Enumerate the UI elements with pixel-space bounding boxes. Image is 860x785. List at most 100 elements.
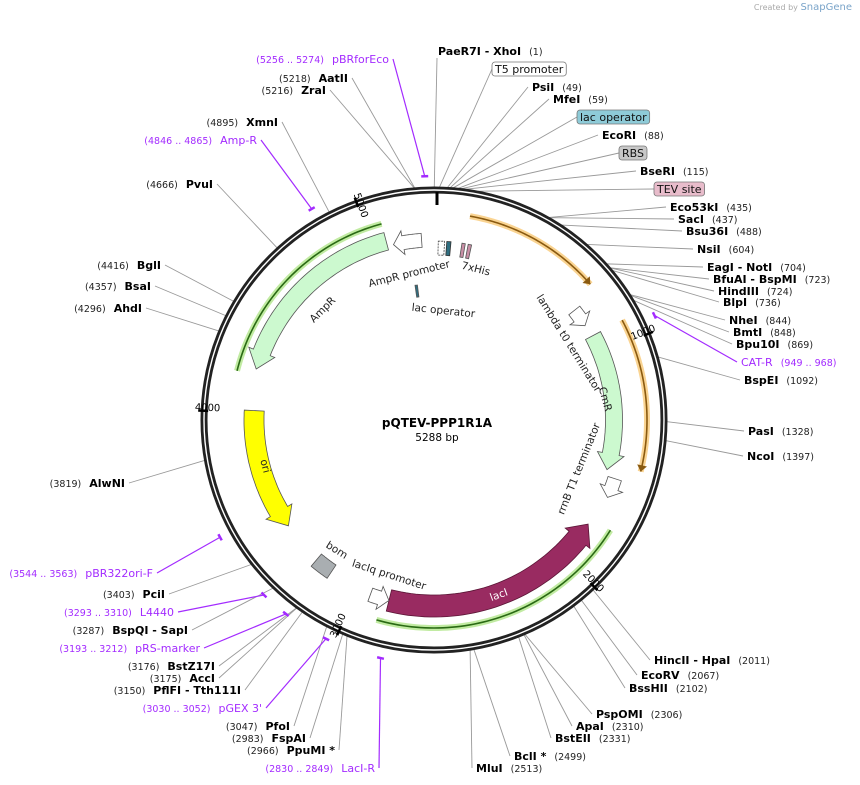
leader-line <box>450 98 550 188</box>
enzyme-site-bseri[interactable]: BseRI (115) <box>640 165 709 178</box>
enzyme-site-xmni[interactable]: (4895) XmnI <box>207 116 278 129</box>
enzyme-site-nhei[interactable]: NheI (844) <box>729 314 791 327</box>
his-tag-block[interactable] <box>459 242 466 258</box>
enzyme-site-apai[interactable]: ApaI (2310) <box>576 720 644 733</box>
leader-line <box>461 152 620 190</box>
enzyme-site-pspomi[interactable]: PspOMI (2306) <box>596 708 682 721</box>
site-name: LacI-R <box>341 762 375 775</box>
feature-label-7xhis: 7xHis <box>460 260 491 279</box>
enzyme-site-ppumi[interactable]: (2966) PpuMI * <box>247 744 335 757</box>
enzyme-site-alwni[interactable]: (3819) AlwNI <box>50 477 125 490</box>
enzyme-site-pasi[interactable]: PasI (1328) <box>748 425 813 438</box>
site-position: (2830 .. 2849) <box>265 764 333 775</box>
enzyme-site-eco53ki[interactable]: Eco53kI (435) <box>670 201 752 214</box>
enzyme-site-ncoi[interactable]: NcoI (1397) <box>747 450 814 463</box>
site-position: (723) <box>805 275 831 286</box>
enzyme-site-zrai[interactable]: (5216) ZraI <box>261 84 326 97</box>
leader-line <box>630 295 730 333</box>
feature-lac-operator[interactable] <box>414 284 420 298</box>
enzyme-site-psii[interactable]: PsiI (49) <box>532 81 582 94</box>
enzyme-site-hindiii[interactable]: HindIII (724) <box>718 285 793 298</box>
feature-tag-tev-site[interactable]: TEV site <box>653 181 705 197</box>
primer-label-pgex-3[interactable]: (3030 .. 3052) pGEX 3' <box>143 702 262 715</box>
enzyme-site-bspei[interactable]: BspEI (1092) <box>744 374 818 387</box>
site-name: pBR322ori-F <box>85 567 153 580</box>
enzyme-site-bstz17i[interactable]: (3176) BstZ17I <box>128 660 215 673</box>
feature-ampr-promoter[interactable] <box>392 229 423 256</box>
primer-label-amp-r[interactable]: (4846 .. 4865) Amp-R <box>144 134 257 147</box>
leader-line <box>612 270 720 303</box>
feature-tag-box <box>653 181 705 197</box>
enzyme-site-mfei[interactable]: MfeI (59) <box>553 93 608 106</box>
leader-line <box>281 121 330 213</box>
enzyme-site-nsii[interactable]: NsiI (604) <box>697 243 754 256</box>
feature-cmr[interactable] <box>584 331 625 471</box>
tick-mark <box>643 330 654 337</box>
enzyme-site-saci[interactable]: SacI (437) <box>678 213 738 226</box>
primer-mark <box>217 533 223 541</box>
feature-lambda-t0-terminator[interactable] <box>568 305 591 327</box>
enzyme-site-pcii[interactable]: (3403) PciI <box>103 588 165 601</box>
his-tag-block[interactable] <box>465 243 473 260</box>
lac-operator-block[interactable] <box>445 241 452 257</box>
tick-mark <box>353 197 360 208</box>
feature-tag-t5-promoter[interactable]: T5 promoter <box>491 61 567 77</box>
enzyme-site-bspqi-sapi[interactable]: (3287) BspQI - SapI <box>73 624 188 637</box>
feature-ampr[interactable] <box>248 232 389 370</box>
enzyme-site-bcli[interactable]: BclI * (2499) <box>514 750 586 763</box>
enzyme-site-bsai[interactable]: (4357) BsaI <box>85 280 151 293</box>
site-position: (3287) <box>73 626 105 637</box>
feature-laci[interactable] <box>385 523 591 618</box>
primer-label-prs-marker[interactable]: (3193 .. 3212) pRS-marker <box>59 642 200 655</box>
enzyme-site-aatii[interactable]: (5218) AatII <box>279 72 348 85</box>
leader-line <box>293 626 328 727</box>
enzyme-site-bsshii[interactable]: BssHII (2102) <box>629 682 707 695</box>
enzyme-site-acci[interactable]: (3175) AccI <box>150 672 215 685</box>
orf-arrow[interactable] <box>469 215 591 285</box>
leader-line <box>439 68 493 188</box>
feature-tag-rbs[interactable]: RBS <box>618 145 648 161</box>
site-position: (59) <box>588 95 608 106</box>
feature-tag-lac-operator[interactable]: lac operator <box>576 109 651 125</box>
primer-label-pbr322ori-f[interactable]: (3544 .. 3563) pBR322ori-F <box>9 567 153 580</box>
enzyme-site-blpi[interactable]: BlpI (736) <box>723 296 781 309</box>
enzyme-site-ecori[interactable]: EcoRI (88) <box>602 129 664 142</box>
enzyme-site-bfuai-bspmi[interactable]: BfuAI - BspMI (723) <box>713 273 830 286</box>
enzyme-site-mlui[interactable]: MluI (2513) <box>476 762 542 775</box>
enzyme-site-bsu36i[interactable]: Bsu36I (488) <box>686 225 762 238</box>
enzyme-site-paer7i-xhoi[interactable]: PaeR7I - XhoI (1) <box>438 45 543 58</box>
t5-promoter-block[interactable] <box>437 240 446 256</box>
site-position: (869) <box>788 340 814 351</box>
enzyme-site-ahdi[interactable]: (4296) AhdI <box>74 302 142 315</box>
enzyme-site-fspai[interactable]: (2983) FspAI <box>232 732 306 745</box>
primer-label-l4440[interactable]: (3293 .. 3310) L4440 <box>64 606 174 619</box>
enzyme-site-bsteii[interactable]: BstEII (2331) <box>555 732 630 745</box>
site-position: (844) <box>766 316 792 327</box>
feature-ori[interactable] <box>243 409 293 527</box>
primer-label-laci-r[interactable]: (2830 .. 2849) LacI-R <box>265 762 375 775</box>
enzyme-site-ecorv[interactable]: EcoRV (2067) <box>641 669 719 682</box>
enzyme-site-bgli[interactable]: (4416) BglI <box>97 259 161 272</box>
feature-label-bom: bom <box>324 539 350 562</box>
primer-label-cat-r[interactable]: CAT-R (949 .. 968) <box>741 356 836 369</box>
feature-rrnb-t1-terminator[interactable] <box>599 476 624 498</box>
leader-line <box>329 89 415 189</box>
site-position: (3030 .. 3052) <box>143 704 211 715</box>
site-position: (3175) <box>150 674 182 685</box>
site-position: (2011) <box>738 656 770 667</box>
site-position: (1092) <box>786 376 818 387</box>
enzyme-site-bmti[interactable]: BmtI (848) <box>733 326 796 339</box>
enzyme-site-hincii-hpai[interactable]: HincII - HpaI (2011) <box>654 654 770 667</box>
enzyme-site-pflfi-tth111i[interactable]: (3150) PflFI - Tth111I <box>114 684 241 697</box>
site-leader-lines <box>128 57 745 769</box>
enzyme-site-eagi-noti[interactable]: EagI - NotI (704) <box>707 261 806 274</box>
primer-mark <box>651 311 658 320</box>
primer-label-pbrforeco[interactable]: (5256 .. 5274) pBRforEco <box>256 53 389 66</box>
enzyme-site-pvui[interactable]: (4666) PvuI <box>146 178 213 191</box>
orf-arrow[interactable] <box>621 319 648 472</box>
site-position: (1) <box>529 47 542 58</box>
enzyme-site-pfoi[interactable]: (3047) PfoI <box>226 720 290 733</box>
feature-laciq-promoter[interactable] <box>367 585 390 611</box>
enzyme-site-bpu10i[interactable]: Bpu10I (869) <box>736 338 813 351</box>
feature-bom[interactable] <box>310 553 337 579</box>
